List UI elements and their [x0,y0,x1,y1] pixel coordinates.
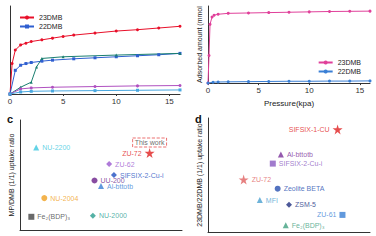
svg-text:10: 10 [112,97,121,106]
svg-text:Al-bttotb: Al-bttotb [107,183,133,190]
svg-text:Al-bttotb: Al-bttotb [287,151,313,158]
svg-text:23DMB: 23DMB [338,59,362,66]
svg-text:5: 5 [61,97,66,106]
svg-text:MFI: MFI [266,197,278,204]
svg-text:ZU-72: ZU-72 [252,176,272,183]
svg-text:c: c [7,113,13,125]
svg-text:23DMB/22DMB (1/1) uptake ratio: 23DMB/22DMB (1/1) uptake ratio [196,123,204,227]
svg-text:15: 15 [355,86,364,95]
svg-text:MP/DMB (1/1) uptake ratio: MP/DMB (1/1) uptake ratio [8,133,16,216]
svg-text:23DMB: 23DMB [39,14,63,21]
svg-text:SIFSIX-2-Cu-i: SIFSIX-2-Cu-i [120,172,164,179]
svg-text:ZU-72: ZU-72 [122,150,142,157]
svg-text:Pressure(kpa): Pressure(kpa) [264,99,315,108]
svg-text:Fe₂(BDP)₃: Fe₂(BDP)₃ [37,213,70,221]
svg-text:22DMB: 22DMB [39,23,63,30]
svg-text:Zeolite BETA: Zeolite BETA [284,185,325,192]
svg-text:ZSM-5: ZSM-5 [295,201,316,208]
svg-text:22DMB: 22DMB [338,68,362,75]
svg-text:5: 5 [256,86,261,95]
svg-text:ZU-62: ZU-62 [115,161,135,168]
svg-text:This work: This work [135,139,165,146]
svg-text:Fe₂(BDP)₃: Fe₂(BDP)₃ [292,222,325,230]
svg-text:ZU-61: ZU-61 [317,211,337,218]
svg-text:10: 10 [305,86,314,95]
svg-text:NU-2000: NU-2000 [99,212,127,219]
svg-text:d: d [195,113,202,125]
svg-text:SIFSIX-1-CU: SIFSIX-1-CU [289,126,330,133]
svg-text:UU-200: UU-200 [100,177,125,184]
svg-text:SIFSIX-2-Cu-i: SIFSIX-2-Cu-i [279,160,323,167]
svg-text:15: 15 [165,97,174,106]
svg-text:Adsorbed amount (mmol: Adsorbed amount (mmol [196,6,204,83]
svg-text:NU-2004: NU-2004 [50,195,78,202]
svg-text:0: 0 [8,97,13,106]
svg-text:0: 0 [206,86,211,95]
svg-text:NU-2200: NU-2200 [42,144,70,151]
